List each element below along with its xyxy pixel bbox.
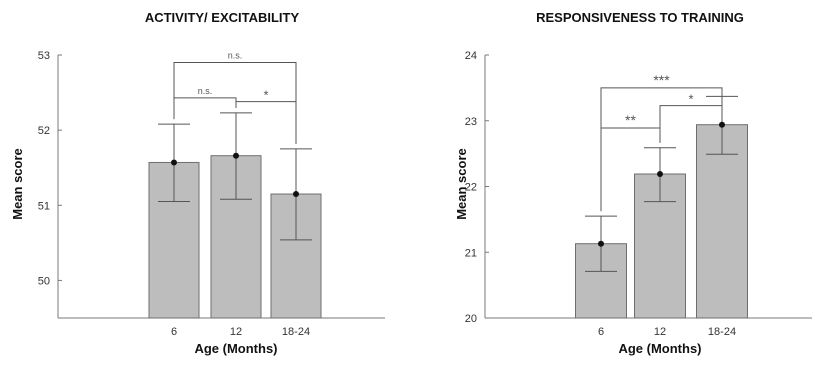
y-tick-label: 51: [38, 200, 50, 212]
x-tick-label: 12: [654, 326, 666, 338]
significance-label: **: [625, 112, 636, 128]
significance-label: ***: [653, 72, 670, 88]
y-tick-label: 52: [38, 125, 50, 137]
significance-label: n.s.: [228, 51, 243, 61]
significance-bracket: [235, 101, 297, 144]
y-tick-label: 22: [465, 182, 477, 194]
mean-point: [293, 191, 299, 198]
x-tick-label: 12: [230, 326, 242, 338]
significance-bracket: [173, 62, 297, 144]
chart-title: RESPONSIVENESS TO TRAINING: [536, 10, 744, 25]
chart-title: ACTIVITY/ EXCITABILITY: [145, 10, 300, 25]
significance-label: *: [688, 92, 693, 107]
significance-bracket: [173, 97, 237, 120]
x-tick-label: 18-24: [282, 326, 310, 338]
x-tick-label: 18-24: [708, 326, 736, 338]
mean-point: [233, 152, 239, 159]
mean-point: [598, 240, 604, 247]
significance-label: *: [263, 88, 268, 103]
x-axis-label: Age (Months): [618, 341, 701, 356]
mean-point: [171, 159, 177, 166]
y-tick-label: 53: [38, 50, 50, 62]
x-tick-label: 6: [598, 326, 604, 338]
y-axis-label: Mean score: [454, 148, 469, 220]
mean-point: [719, 121, 725, 128]
chart-panel-2: RESPONSIVENESS TO TRAINING 20 21 22 23 24 6 12 1…: [454, 10, 812, 356]
significance-bracket: [659, 91, 723, 143]
y-tick-label: 24: [465, 50, 477, 62]
y-tick-label: 23: [465, 116, 477, 128]
x-tick-label: 6: [171, 326, 177, 338]
y-tick-label: 21: [465, 247, 477, 259]
y-tick-label: 50: [38, 275, 50, 287]
significance-label: n.s.: [198, 86, 213, 96]
y-tick-label: 20: [465, 313, 477, 325]
x-axis-label: Age (Months): [194, 341, 277, 356]
y-axis-label: Mean score: [10, 148, 25, 220]
mean-point: [657, 171, 663, 178]
chart-panel-1: ACTIVITY/ EXCITABILITY 50 51 52 53 6 12 18-24 n.…: [10, 10, 385, 356]
bar-18-24: [696, 124, 748, 319]
